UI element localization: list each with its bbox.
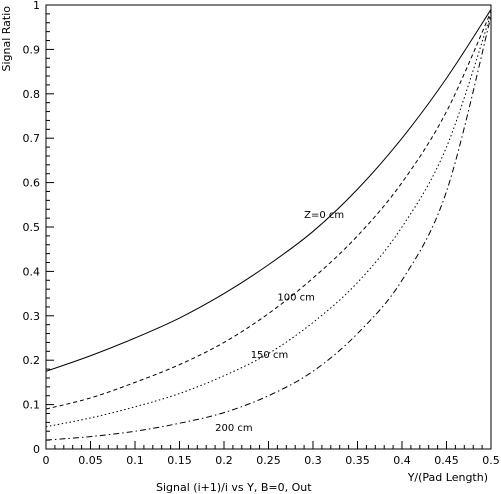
chart-caption: Signal (i+1)/i vs Y, B=0, Out bbox=[156, 481, 312, 494]
y-tick-label: 0.8 bbox=[23, 88, 41, 101]
series-label-0: Z=0 cm bbox=[304, 210, 344, 221]
series-label-3: 200 cm bbox=[215, 423, 253, 434]
y-tick-label: 0.1 bbox=[23, 399, 41, 412]
y-tick-label: 0.2 bbox=[23, 354, 41, 367]
y-tick-label: 0.6 bbox=[23, 177, 41, 190]
y-tick-label: 0.3 bbox=[23, 310, 41, 323]
x-axis-label: Y/(Pad Length) bbox=[407, 471, 488, 484]
y-tick-label: 0.7 bbox=[23, 132, 41, 145]
x-tick-label: 0.1 bbox=[126, 454, 144, 467]
series-label-1: 100 cm bbox=[277, 292, 315, 303]
plot-frame bbox=[45, 4, 492, 450]
series-line-2 bbox=[45, 13, 492, 428]
series-line-3 bbox=[45, 15, 492, 441]
series-label-2: 150 cm bbox=[251, 350, 289, 361]
y-tick-label: 0.5 bbox=[23, 221, 41, 234]
x-tick-label: 0.45 bbox=[434, 454, 459, 467]
x-tick-label: 0.05 bbox=[78, 454, 103, 467]
x-tick-label: 0.3 bbox=[304, 454, 322, 467]
y-tick-label: 0.4 bbox=[23, 265, 41, 278]
y-tick-label: 1 bbox=[33, 0, 40, 12]
series-line-1 bbox=[45, 11, 492, 410]
x-tick-label: 0.2 bbox=[215, 454, 233, 467]
y-axis-label: Signal Ratio bbox=[0, 6, 13, 72]
y-tick-label: 0.9 bbox=[23, 43, 41, 56]
x-tick-label: 0.35 bbox=[345, 454, 370, 467]
x-tick-label: 0.5 bbox=[482, 454, 500, 467]
x-tick-label: 0.4 bbox=[393, 454, 411, 467]
x-tick-label: 0.15 bbox=[167, 454, 192, 467]
series-labels: Z=0 cm 100 cm 150 cm 200 cm bbox=[215, 210, 344, 434]
series-line-0 bbox=[45, 9, 492, 372]
axis-ticks: 0 0.05 0.1 0.15 0.2 0.25 0.3 0.35 0.4 0.45 0.5 0 0.1… bbox=[23, 0, 500, 467]
series-curves bbox=[45, 9, 492, 441]
x-tick-label: 0.25 bbox=[256, 454, 281, 467]
y-tick-label: 0 bbox=[33, 443, 40, 456]
x-tick-label: 0 bbox=[43, 454, 50, 467]
